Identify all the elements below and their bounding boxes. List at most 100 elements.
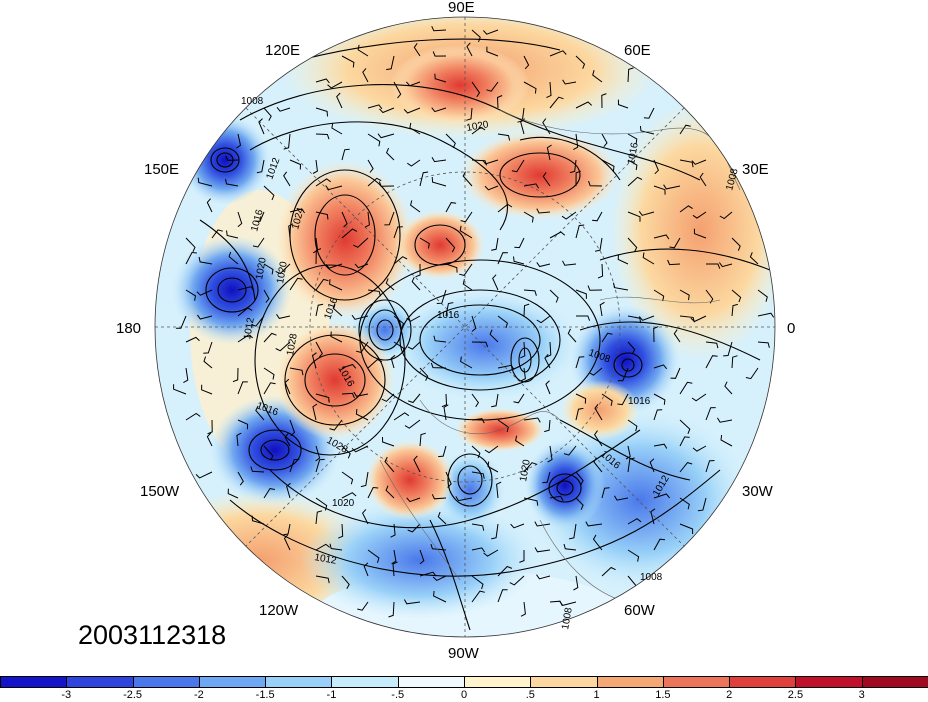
colorbar-tick-label: -1 <box>326 689 337 701</box>
wind-barb <box>724 381 733 395</box>
colorbar-tick-label: 1.5 <box>655 689 671 701</box>
wind-barb <box>497 203 513 213</box>
wind-barb <box>520 601 526 617</box>
wind-barb <box>617 367 629 382</box>
wind-barb <box>203 341 213 354</box>
wind-barb <box>749 252 759 265</box>
lon-label-180: 180 <box>116 320 141 337</box>
wind-barb <box>627 341 636 355</box>
wind-barb <box>627 133 638 144</box>
wind-barb <box>355 409 369 421</box>
wind-barb <box>407 159 421 167</box>
wind-barb <box>575 393 587 404</box>
colorbar-tick-label: -3 <box>61 689 72 701</box>
wind-barb <box>315 445 321 462</box>
wind-barb <box>706 263 721 269</box>
wind-barb <box>413 43 421 57</box>
wind-barb <box>263 488 275 499</box>
wind-barb <box>403 107 421 114</box>
wind-barb <box>445 302 454 317</box>
wind-barb <box>404 419 421 429</box>
wind-barb <box>561 211 577 220</box>
wind-barb <box>716 417 733 423</box>
wind-barb <box>315 393 330 403</box>
wind-barb <box>252 237 265 248</box>
wind-barb <box>523 497 539 506</box>
wind-barb <box>679 497 690 510</box>
wind-barb <box>315 575 330 584</box>
wind-barb <box>258 118 265 135</box>
wind-barb <box>196 314 213 320</box>
wind-barb <box>198 256 213 265</box>
wind-barb <box>315 543 331 551</box>
wind-barb <box>289 159 302 170</box>
wind-barb <box>430 543 447 551</box>
wind-barb <box>336 92 343 109</box>
wind-barb <box>567 328 577 343</box>
colorbar-tick-label: .5 <box>525 689 535 701</box>
wind-barb <box>237 471 244 486</box>
wind-barb <box>536 315 551 324</box>
wind-barb <box>625 445 631 460</box>
wind-barb <box>731 237 741 251</box>
wind-barb <box>329 279 343 291</box>
wind-barb <box>381 393 395 402</box>
contour-label: 1012 <box>313 552 337 567</box>
wind-barb <box>542 172 551 187</box>
wind-barb <box>430 362 447 369</box>
wind-barb <box>627 176 643 187</box>
wind-barb <box>445 202 457 213</box>
wind-barb <box>386 147 395 161</box>
wind-barb <box>431 494 447 500</box>
wind-barb <box>315 107 328 117</box>
wind-barb <box>362 68 369 83</box>
wind-barb <box>731 303 738 317</box>
wind-barb <box>237 419 249 430</box>
wind-barb <box>341 575 350 590</box>
wind-barb <box>575 101 593 109</box>
wind-barb <box>745 367 759 380</box>
colorbar-tick-label: 2 <box>726 689 733 701</box>
wind-barb <box>627 419 638 432</box>
wind-barb <box>523 462 537 473</box>
low-center-aleutian <box>172 235 292 345</box>
wind-barb <box>471 547 486 553</box>
wind-barb <box>692 211 707 219</box>
wind-barb <box>679 419 691 434</box>
wind-barb <box>445 263 458 273</box>
wind-barb <box>471 445 481 459</box>
contour-label: 1012 <box>242 316 257 340</box>
wind-barb <box>575 289 587 299</box>
wind-barb <box>757 289 768 302</box>
wind-barb <box>315 303 324 317</box>
wind-barb <box>331 122 343 135</box>
wind-barb <box>379 107 395 114</box>
wind-barb <box>491 393 499 408</box>
high-center-east-asia <box>395 210 485 280</box>
polar-map: 1008 1012 1016 1020 1024 1028 1016 1016 … <box>116 0 795 662</box>
wind-barb <box>542 471 551 484</box>
timestamp-label: 2003112318 <box>78 620 227 650</box>
wind-barb <box>627 457 635 473</box>
wind-barb <box>673 329 681 343</box>
wind-barb <box>653 538 666 551</box>
lon-label-120e: 120E <box>265 42 300 59</box>
wind-barb <box>601 566 616 577</box>
wind-barb <box>545 380 551 395</box>
wind-barb <box>513 256 525 265</box>
wind-barb <box>549 96 564 109</box>
wind-barb <box>403 599 421 605</box>
wind-barb <box>196 289 213 296</box>
wind-barb <box>227 488 239 499</box>
wind-barb <box>705 460 715 473</box>
wind-barb <box>576 315 591 321</box>
wind-barb <box>419 549 425 565</box>
wind-barb <box>284 378 291 395</box>
wind-barb <box>471 315 477 332</box>
wind-barb <box>547 445 553 463</box>
wind-barb <box>284 433 291 447</box>
wind-barb <box>653 393 666 405</box>
wind-barb <box>367 358 383 369</box>
wind-barb <box>575 55 586 69</box>
wind-barb <box>544 353 551 369</box>
